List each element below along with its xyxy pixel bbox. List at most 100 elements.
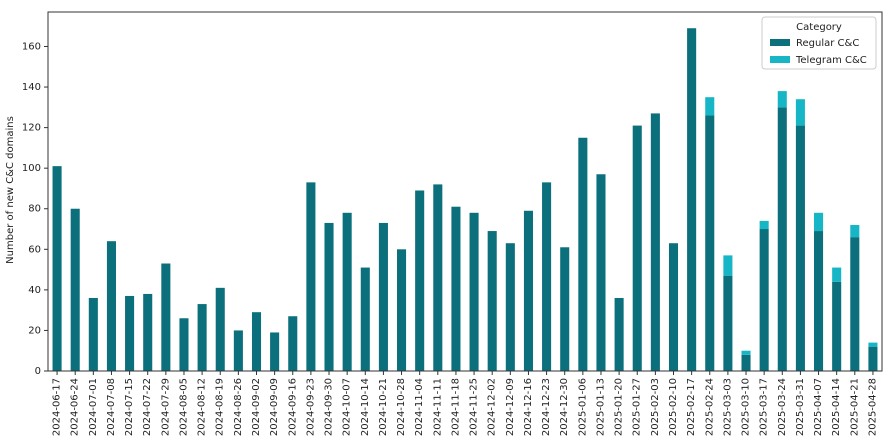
x-tick-label: 2024-08-26 [233, 378, 244, 436]
x-tick-label: 2024-08-05 [178, 378, 189, 436]
bar-segment [741, 350, 751, 355]
legend-label: Telegram C&C [795, 55, 867, 66]
x-tick-label: 2025-03-31 [795, 378, 806, 436]
bar-segment [868, 346, 878, 371]
x-tick-label: 2025-04-28 [867, 378, 878, 436]
bar-segment [795, 99, 805, 126]
x-tick-label: 2024-11-18 [450, 378, 461, 436]
bar-segment [560, 247, 570, 371]
bar-segment [324, 222, 334, 371]
x-tick-label: 2025-02-03 [650, 378, 661, 436]
legend-swatch [770, 39, 790, 46]
bar-segment [360, 267, 370, 371]
plot-frame [47, 11, 883, 372]
x-tick-label: 2024-07-08 [106, 378, 117, 436]
bar-segment [125, 295, 135, 371]
x-tick-label: 2024-09-09 [269, 378, 280, 436]
x-tick-label: 2024-09-23 [305, 378, 316, 436]
x-tick-label: 2024-12-23 [541, 378, 552, 436]
bar-segment [741, 354, 751, 371]
x-tick-label: 2024-10-07 [342, 378, 353, 436]
bar-segment [270, 332, 280, 371]
bar-segment [814, 231, 824, 371]
bar-segment [505, 243, 515, 371]
bar-segment [70, 208, 80, 371]
y-axis-label: Number of new C&C domains [5, 116, 16, 264]
legend-box [761, 16, 877, 70]
bar-segment [415, 190, 425, 371]
bar-segment [578, 137, 588, 371]
x-tick-label: 2024-08-19 [215, 378, 226, 436]
x-tick-label: 2024-12-30 [559, 378, 570, 436]
x-tick-label: 2024-10-14 [360, 378, 371, 436]
bar-segment [469, 212, 479, 371]
bar-segment [251, 312, 262, 371]
x-tick-label: 2025-01-06 [577, 378, 588, 436]
bar-segment [777, 107, 787, 371]
bar-segment [759, 229, 769, 371]
bar-segment [759, 220, 769, 230]
bar-segment [795, 125, 805, 371]
y-tick-label: 0 [35, 366, 41, 377]
y-tick-label: 60 [28, 244, 41, 255]
bar-segment [487, 231, 497, 371]
x-tick-label: 2024-07-15 [124, 378, 135, 436]
bar-segment [650, 113, 660, 372]
bar-segment [161, 263, 171, 371]
bar-segment [632, 125, 642, 371]
x-tick-label: 2024-09-30 [324, 378, 335, 436]
x-tick-label: 2024-07-01 [88, 378, 99, 436]
bar-segment [723, 255, 733, 276]
bar-segment [868, 342, 878, 347]
bar-segment [542, 182, 552, 371]
x-tick-label: 2024-11-25 [469, 378, 480, 436]
bar-segment [705, 97, 715, 116]
legend-title: Category [796, 22, 842, 33]
bar-segment [777, 91, 787, 108]
bar-segment [378, 222, 388, 371]
x-tick-label: 2025-02-24 [704, 378, 715, 436]
x-tick-label: 2024-09-16 [287, 378, 298, 436]
x-tick-label: 2024-10-21 [378, 378, 389, 436]
x-tick-label: 2025-01-13 [595, 378, 606, 436]
bar-segment [814, 212, 824, 232]
y-tick-label: 100 [22, 163, 41, 174]
x-tick-label: 2025-03-03 [722, 378, 733, 436]
y-tick-label: 120 [22, 123, 41, 134]
bar-segment [850, 224, 860, 238]
bar-segment [306, 182, 316, 371]
bar-segment [397, 249, 407, 371]
bar-segment [433, 184, 443, 371]
x-tick-label: 2024-08-12 [197, 378, 208, 436]
x-tick-label: 2025-04-14 [831, 378, 842, 436]
bar-segment [106, 241, 116, 371]
legend-swatch [770, 56, 790, 63]
x-tick-label: 2025-04-21 [849, 378, 860, 436]
x-tick-label: 2024-11-11 [432, 378, 443, 436]
x-tick-label: 2024-06-24 [70, 378, 81, 436]
legend-label: Regular C&C [796, 38, 859, 49]
x-tick-label: 2024-09-02 [251, 378, 262, 436]
y-tick-label: 40 [28, 285, 41, 296]
bar-segment [288, 316, 298, 371]
bar-segment [687, 28, 697, 372]
x-tick-label: 2025-02-10 [668, 378, 679, 436]
x-tick-label: 2025-02-17 [686, 378, 697, 436]
bar-segment [451, 206, 461, 371]
y-tick-label: 80 [28, 204, 41, 215]
bar-segment [233, 330, 243, 371]
bar-segment [52, 166, 62, 371]
x-tick-label: 2024-10-28 [396, 378, 407, 436]
bar-segment [832, 267, 842, 282]
x-tick-label: 2025-03-17 [759, 378, 770, 436]
bar-segment [723, 275, 733, 371]
bar-segment [596, 174, 606, 371]
y-tick-label: 160 [22, 41, 41, 52]
x-tick-label: 2024-11-04 [414, 378, 425, 436]
y-tick-label: 20 [28, 325, 41, 336]
bar-segment [832, 281, 842, 371]
x-tick-label: 2025-03-10 [741, 378, 752, 436]
y-tick-label: 140 [22, 82, 41, 93]
bar-segment [523, 210, 533, 371]
bar-segment [179, 318, 189, 371]
